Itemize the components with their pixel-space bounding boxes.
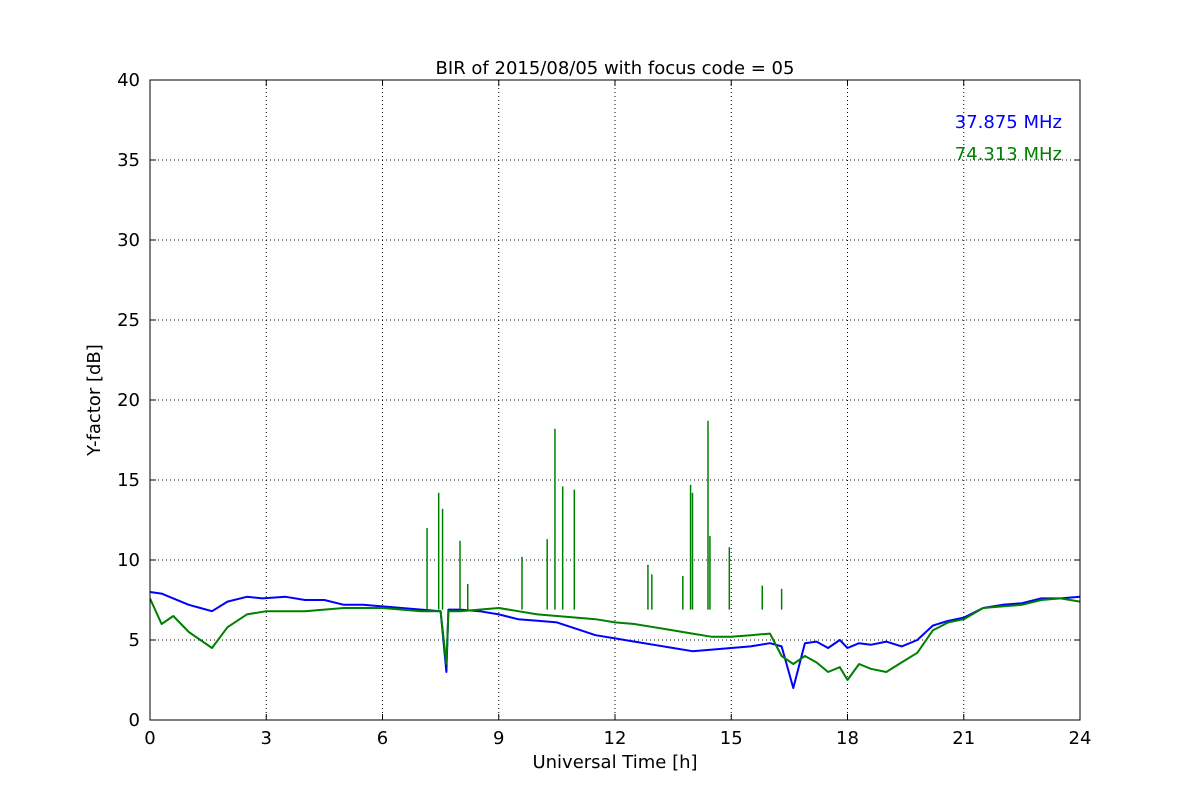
series-line [150,591,1080,689]
y-tick-label: 40 [117,70,140,91]
x-tick-label: 9 [493,728,504,749]
legend-entry: 37.875 MHz [955,112,1062,133]
x-tick-label: 15 [720,728,743,749]
y-tick-label: 25 [117,310,140,331]
y-axis-label: Y-factor [dB] [84,344,105,457]
series-2 [150,597,1080,681]
series-1 [150,591,1080,689]
y-tick-label: 20 [117,390,140,411]
spike-layer [426,420,783,610]
axis-ticks: 0 3 6 9 12 15 18 21 24 0 5 10 15 20 25 30 35 40 [117,70,1091,749]
grid-lines [150,80,1080,720]
legend-entry: 74.313 MHz [955,144,1062,165]
series-line [150,597,1080,681]
x-tick-label: 21 [952,728,975,749]
x-tick-label: 24 [1069,728,1092,749]
y-tick-label: 5 [129,630,140,651]
y-tick-label: 10 [117,550,140,571]
x-tick-label: 6 [377,728,388,749]
y-tick-label: 35 [117,150,140,171]
x-tick-label: 12 [604,728,627,749]
x-tick-label: 18 [836,728,859,749]
x-axis-label: Universal Time [h] [532,752,697,773]
y-tick-label: 30 [117,230,140,251]
x-tick-label: 0 [144,728,155,749]
chart-title: BIR of 2015/08/05 with focus code = 05 [436,58,795,79]
y-tick-label: 0 [129,710,140,731]
x-tick-label: 3 [261,728,272,749]
legend: 37.875 MHz 74.313 MHz [955,112,1062,165]
y-tick-label: 15 [117,470,140,491]
series-layer [150,420,1080,689]
